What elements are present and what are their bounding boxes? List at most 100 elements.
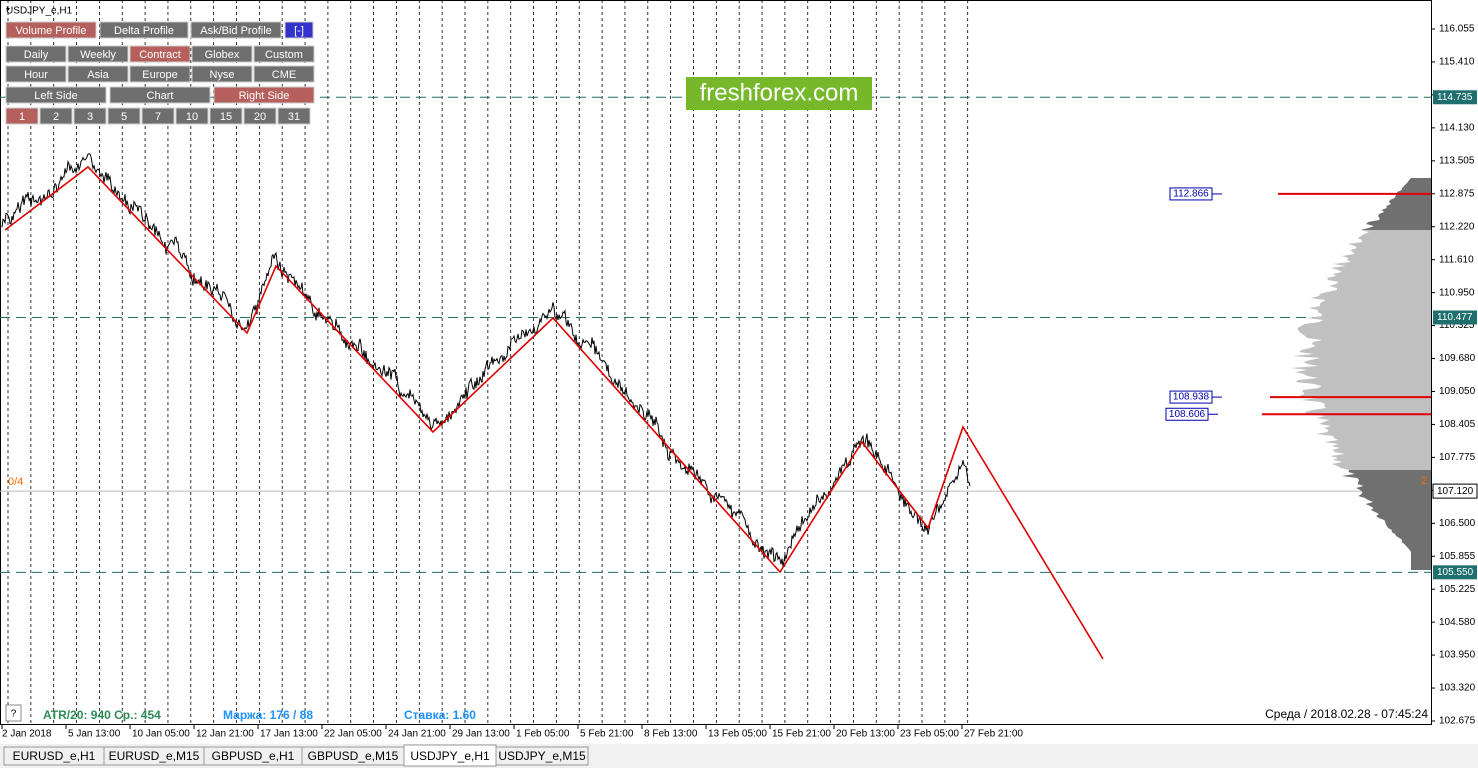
period-button[interactable]: Globex	[191, 45, 253, 63]
profile-button-label: [-]	[294, 25, 304, 37]
count-button-label: 10	[186, 111, 198, 123]
time-label: 17 Jan 13:00	[260, 729, 318, 740]
time-axis: 2 Jan 2018 5 Jan 13:00 10 Jan 05:00 12 Jan …	[1, 725, 1023, 740]
tab-label: GBPUSD_e,M15	[308, 749, 399, 763]
period-button[interactable]: Contract	[129, 45, 191, 63]
period-button-bg	[253, 65, 315, 83]
tab-label: GBPUSD_e,H1	[212, 749, 295, 763]
price-flag-label: 105.550	[1437, 567, 1474, 578]
price-label: 106.500	[1439, 518, 1476, 529]
period-button-bg	[191, 65, 253, 83]
profile-button-bg	[284, 21, 314, 39]
bid-flag	[1432, 483, 1478, 499]
price-label: 108.405	[1439, 419, 1476, 430]
count-button-bg	[73, 107, 107, 125]
logo: freshforex.com	[700, 79, 859, 106]
side-button[interactable]: Right Side	[213, 86, 315, 104]
volume-profile: 112.866 108.938 108.606	[1165, 178, 1431, 570]
help-label: ?	[11, 709, 17, 720]
profile-button[interactable]: [-]	[284, 21, 314, 39]
period-button-label: Daily	[24, 49, 49, 61]
period-button[interactable]: Asia	[67, 65, 129, 83]
price-label: 109.680	[1439, 353, 1476, 364]
time-label: 24 Jan 21:00	[388, 729, 446, 740]
count-button-bg	[277, 107, 311, 125]
count-button-bg	[107, 107, 141, 125]
profile-counter: 2	[1421, 475, 1427, 487]
count-button[interactable]: 3	[73, 107, 107, 125]
count-button[interactable]: 10	[175, 107, 209, 125]
price-axis: 116.055115.410114.780114.130113.505112.8…	[1431, 0, 1478, 744]
profile-button[interactable]: Delta Profile	[99, 21, 189, 39]
side-button[interactable]: Chart	[109, 86, 211, 104]
time-label: 10 Jan 05:00	[132, 729, 190, 740]
period-button[interactable]: Hour	[5, 65, 67, 83]
price-label: 110.325	[1439, 320, 1475, 331]
time-label: 15 Feb 21:00	[772, 729, 831, 740]
period-button[interactable]: CME	[253, 65, 315, 83]
count-button-bg	[39, 107, 73, 125]
period-button-bg	[5, 45, 67, 63]
price-label: 112.875	[1439, 188, 1475, 199]
price-label: 116.055	[1439, 24, 1475, 35]
price-levels	[0, 96, 1431, 573]
tab-label: EURUSD_e,M15	[109, 749, 200, 763]
period-button[interactable]: Custom	[253, 45, 315, 63]
price-label: 104.580	[1439, 617, 1476, 628]
count-button[interactable]: 1	[5, 107, 39, 125]
price-label: 115.410	[1439, 57, 1475, 68]
count-button[interactable]: 15	[209, 107, 243, 125]
symbol-arrow	[6, 8, 10, 11]
price-label: 102.675	[1439, 716, 1476, 727]
period-button-label: Contract	[139, 49, 181, 61]
side-button-bg	[109, 86, 211, 104]
period-button[interactable]: Europe	[129, 65, 191, 83]
period-button-label: Europe	[142, 69, 177, 81]
period-button[interactable]: Weekly	[67, 45, 129, 63]
side-button-label: Left Side	[34, 90, 77, 102]
count-button[interactable]: 7	[141, 107, 175, 125]
tab-label: USDJPY_e,H1	[410, 749, 490, 763]
period-button-label: Weekly	[80, 49, 116, 61]
axis-bg	[1432, 0, 1478, 744]
period-button[interactable]: Daily	[5, 45, 67, 63]
period-button-label: Custom	[265, 49, 303, 61]
profile-button[interactable]: Volume Profile	[5, 21, 97, 39]
tab-label: USDJPY_e,M15	[498, 749, 586, 763]
profile-button[interactable]: Ask/Bid Profile	[190, 21, 282, 39]
profile-button-bg	[99, 21, 189, 39]
count-button[interactable]: 5	[107, 107, 141, 125]
price-label: 110.950	[1439, 287, 1475, 298]
count-button-bg	[175, 107, 209, 125]
tab[interactable]	[495, 746, 589, 766]
atr-status: ATR/20: 940 Ср.: 454	[43, 708, 161, 722]
profile-dark-top	[1360, 178, 1431, 230]
period-button-label: Hour	[24, 69, 48, 81]
price-label: 103.320	[1439, 683, 1476, 694]
datetime-status: Среда / 2018.02.28 - 07:45:24	[1265, 707, 1428, 721]
rate-status: Ставка: 1.60	[404, 708, 476, 722]
price-label: 103.950	[1439, 650, 1476, 661]
price-label: 111.610	[1439, 254, 1474, 265]
period-button-label: CME	[272, 69, 296, 81]
period-button[interactable]: Nyse	[191, 65, 253, 83]
side-button[interactable]: Left Side	[5, 86, 107, 104]
logo-box	[686, 77, 872, 110]
time-label: 22 Jan 05:00	[324, 729, 382, 740]
help-button[interactable]	[5, 704, 22, 722]
period-button-bg	[67, 65, 129, 83]
period-button-bg	[129, 65, 191, 83]
profile-dark-bottom	[1342, 470, 1431, 570]
time-label: 5 Jan 13:00	[68, 729, 121, 740]
count-button[interactable]: 31	[277, 107, 311, 125]
time-label: 13 Feb 05:00	[708, 729, 767, 740]
count-button[interactable]: 2	[39, 107, 73, 125]
time-label: 8 Feb 13:00	[644, 729, 698, 740]
price-label: 107.775	[1439, 452, 1476, 463]
count-button-label: 20	[254, 111, 266, 123]
count-button-label: 7	[155, 111, 161, 123]
count-button-label: 15	[220, 111, 232, 123]
count-button-label: 2	[53, 111, 59, 123]
price-label: 114.130	[1439, 122, 1475, 133]
count-button[interactable]: 20	[243, 107, 277, 125]
